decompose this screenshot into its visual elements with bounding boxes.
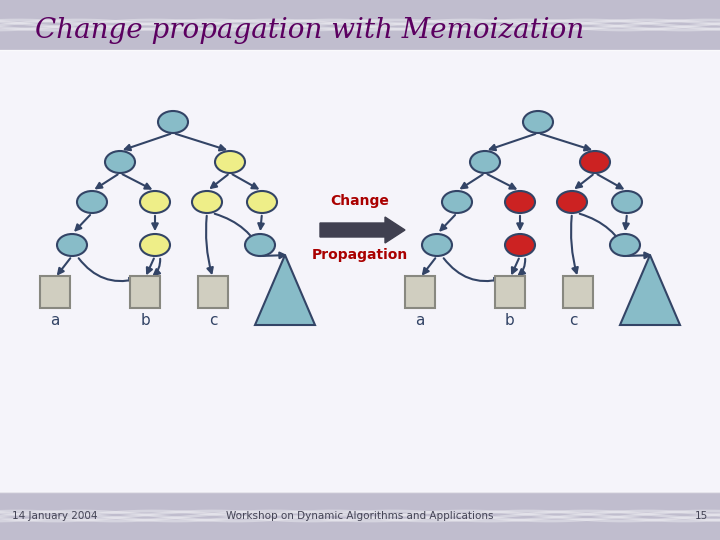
Ellipse shape bbox=[505, 191, 535, 213]
Text: a: a bbox=[50, 313, 60, 328]
Text: Propagation: Propagation bbox=[312, 248, 408, 262]
Text: b: b bbox=[140, 313, 150, 328]
Text: 15: 15 bbox=[695, 511, 708, 521]
Ellipse shape bbox=[442, 191, 472, 213]
Ellipse shape bbox=[192, 191, 222, 213]
Ellipse shape bbox=[140, 191, 170, 213]
Ellipse shape bbox=[158, 111, 188, 133]
FancyArrow shape bbox=[320, 217, 405, 243]
Ellipse shape bbox=[245, 234, 275, 256]
Text: Workshop on Dynamic Algorithms and Applications: Workshop on Dynamic Algorithms and Appli… bbox=[226, 511, 494, 521]
Ellipse shape bbox=[610, 234, 640, 256]
Bar bbox=[198, 276, 228, 308]
Ellipse shape bbox=[505, 234, 535, 256]
Ellipse shape bbox=[215, 151, 245, 173]
Text: 14 January 2004: 14 January 2004 bbox=[12, 511, 97, 521]
Ellipse shape bbox=[105, 151, 135, 173]
Bar bbox=[0, 492, 720, 540]
Ellipse shape bbox=[557, 191, 587, 213]
Bar bbox=[495, 276, 525, 308]
Ellipse shape bbox=[612, 191, 642, 213]
Text: Change: Change bbox=[330, 194, 390, 208]
Bar bbox=[563, 276, 593, 308]
Bar bbox=[0, 0, 720, 50]
Ellipse shape bbox=[77, 191, 107, 213]
Polygon shape bbox=[255, 255, 315, 325]
Ellipse shape bbox=[580, 151, 610, 173]
Bar bbox=[405, 276, 435, 308]
Text: a: a bbox=[415, 313, 425, 328]
Text: c: c bbox=[569, 313, 577, 328]
Text: c: c bbox=[209, 313, 217, 328]
Ellipse shape bbox=[57, 234, 87, 256]
Ellipse shape bbox=[422, 234, 452, 256]
Bar bbox=[130, 276, 160, 308]
Ellipse shape bbox=[523, 111, 553, 133]
Ellipse shape bbox=[470, 151, 500, 173]
Bar bbox=[40, 276, 70, 308]
Ellipse shape bbox=[247, 191, 277, 213]
Text: Change propagation with Memoization: Change propagation with Memoization bbox=[35, 17, 584, 44]
Text: b: b bbox=[505, 313, 515, 328]
Polygon shape bbox=[620, 255, 680, 325]
Ellipse shape bbox=[140, 234, 170, 256]
